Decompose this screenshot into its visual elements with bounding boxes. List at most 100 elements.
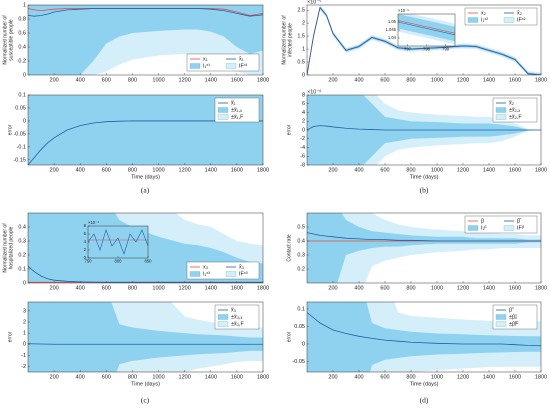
legend-label: x̂₃ — [239, 264, 244, 270]
x-tick-label: 850 — [145, 259, 153, 264]
legend-swatch — [217, 107, 229, 113]
legend-label: ±x̃₃,F — [231, 321, 245, 327]
y-tick-label: -8 — [300, 162, 305, 168]
y-tick-label: 1.5 — [297, 34, 305, 40]
legend-box — [464, 215, 538, 234]
legend-label: IFˣ¹ — [239, 63, 248, 69]
legend-label: x̃₃ — [230, 307, 236, 313]
x-tick-label: 1400 — [205, 77, 217, 83]
x-tick-label: 800 — [115, 259, 123, 264]
legend-label: ±x̃₁,F — [231, 114, 244, 120]
x-tick-label: 800 — [406, 77, 415, 83]
x-tick-label: 1400 — [483, 167, 495, 173]
x-tick-label: 1400 — [205, 374, 217, 380]
y-tick-label: 0.3 — [18, 238, 26, 244]
x-tick-label: 200 — [328, 374, 337, 380]
y-tick-label: 0.05 — [294, 324, 305, 330]
axes-frame — [27, 212, 264, 284]
legend-swatch — [189, 63, 201, 69]
series-line — [28, 343, 263, 345]
y-multiplier: ×10⁻⁵ — [398, 8, 409, 13]
y-tick-label: -1 — [21, 353, 26, 359]
legend-label: I₁ᵝ — [481, 224, 487, 231]
x-tick-label: 1600 — [509, 374, 521, 380]
legend-label: x̃₁ — [230, 100, 235, 106]
y-tick-label: 1 — [23, 331, 26, 337]
x-tick-label: 1200 — [179, 285, 191, 291]
series-line — [307, 312, 541, 347]
y-tick-label: 0.8 — [18, 16, 26, 22]
legend-label: x₂ — [481, 10, 486, 16]
x-tick-label: 600 — [380, 374, 389, 380]
y-tick-label: 0.6 — [18, 30, 26, 36]
y-tick-label: 8 — [84, 223, 87, 228]
x-tick-label: 800 — [128, 285, 137, 291]
y-tick-label: -0.05 — [292, 359, 305, 365]
y-tick-label: 0 — [84, 255, 87, 260]
legend-label: ±x̃₁,ₓ — [231, 107, 242, 113]
plot-area — [398, 14, 455, 45]
confidence-band — [28, 5, 263, 75]
legend-swatch — [467, 17, 479, 23]
x-tick-label: 200 — [50, 77, 59, 83]
y-tick-label: 8 — [302, 92, 305, 98]
y-tick-label: 0 — [23, 342, 26, 348]
y-tick-label: 0.1 — [18, 266, 26, 272]
y-axis-label: Normalized number of — [2, 223, 8, 273]
legend-label: x̃₂ — [508, 100, 513, 106]
confidence-band — [88, 226, 148, 258]
x-tick-label: 600 — [102, 167, 111, 173]
x-tick-label: 798 — [423, 47, 431, 52]
x-tick-label: 1000 — [431, 77, 443, 83]
y-tick-label: 1 — [302, 47, 305, 53]
legend-box — [186, 261, 260, 280]
y-axis-label: infected people — [287, 23, 293, 57]
legend-label: x̂₂ — [517, 10, 522, 16]
plot-area — [307, 95, 541, 165]
x-axis-label: Time (days) — [131, 381, 160, 387]
y-tick-label: 2.5 — [297, 8, 305, 14]
legend-label: β — [481, 218, 484, 224]
axes-frame — [27, 4, 264, 76]
x-tick-label: 1800 — [535, 374, 547, 380]
y-tick-label: -2 — [21, 364, 26, 370]
x-tick-label: 1800 — [535, 167, 547, 173]
legend-label: ±x̃₃,ₓ — [231, 314, 243, 320]
confidence-band — [307, 213, 541, 283]
panel-label: (d) — [420, 396, 429, 405]
plot-area — [28, 302, 263, 372]
legend-box — [464, 7, 538, 26]
axes-frame — [27, 301, 264, 373]
legend-label: IFᵝ — [517, 224, 524, 231]
x-tick-label: 1400 — [483, 77, 495, 83]
series-line — [88, 229, 148, 255]
y-tick-label: 2 — [84, 247, 87, 252]
x-tick-label: 400 — [354, 285, 363, 291]
y-tick-label: 0 — [23, 280, 26, 286]
y-axis-label: error — [286, 331, 292, 342]
x-tick-label: 800 — [128, 374, 137, 380]
axes-frame — [306, 212, 542, 284]
x-tick-label: 1600 — [231, 167, 243, 173]
legend-swatch — [495, 314, 507, 320]
x-tick-label: 400 — [354, 167, 363, 173]
y-tick-label: 1 — [23, 2, 26, 8]
y-tick-label: 0.05 — [15, 105, 26, 111]
confidence-band — [398, 14, 455, 42]
y-tick-label: 0 — [23, 118, 26, 124]
plot-area — [28, 95, 263, 165]
legend-swatch — [225, 63, 237, 69]
plot-area — [88, 226, 148, 258]
legend-swatch — [503, 17, 515, 23]
y-tick-label: 0.1 — [18, 92, 26, 98]
x-tick-label: 400 — [76, 77, 85, 83]
legend-label: x₁ — [203, 56, 208, 62]
x-tick-label: 1800 — [257, 77, 269, 83]
legend-swatch — [217, 321, 229, 327]
y-tick-label: 6 — [302, 101, 305, 107]
plot-area — [307, 302, 541, 372]
series-line — [28, 8, 263, 17]
y-axis-label: hospitalized people — [8, 226, 14, 269]
inset: 797 798 799 1.04 1.045 1.05 ×10⁻⁵ — [386, 8, 456, 52]
series-line — [307, 6, 541, 75]
